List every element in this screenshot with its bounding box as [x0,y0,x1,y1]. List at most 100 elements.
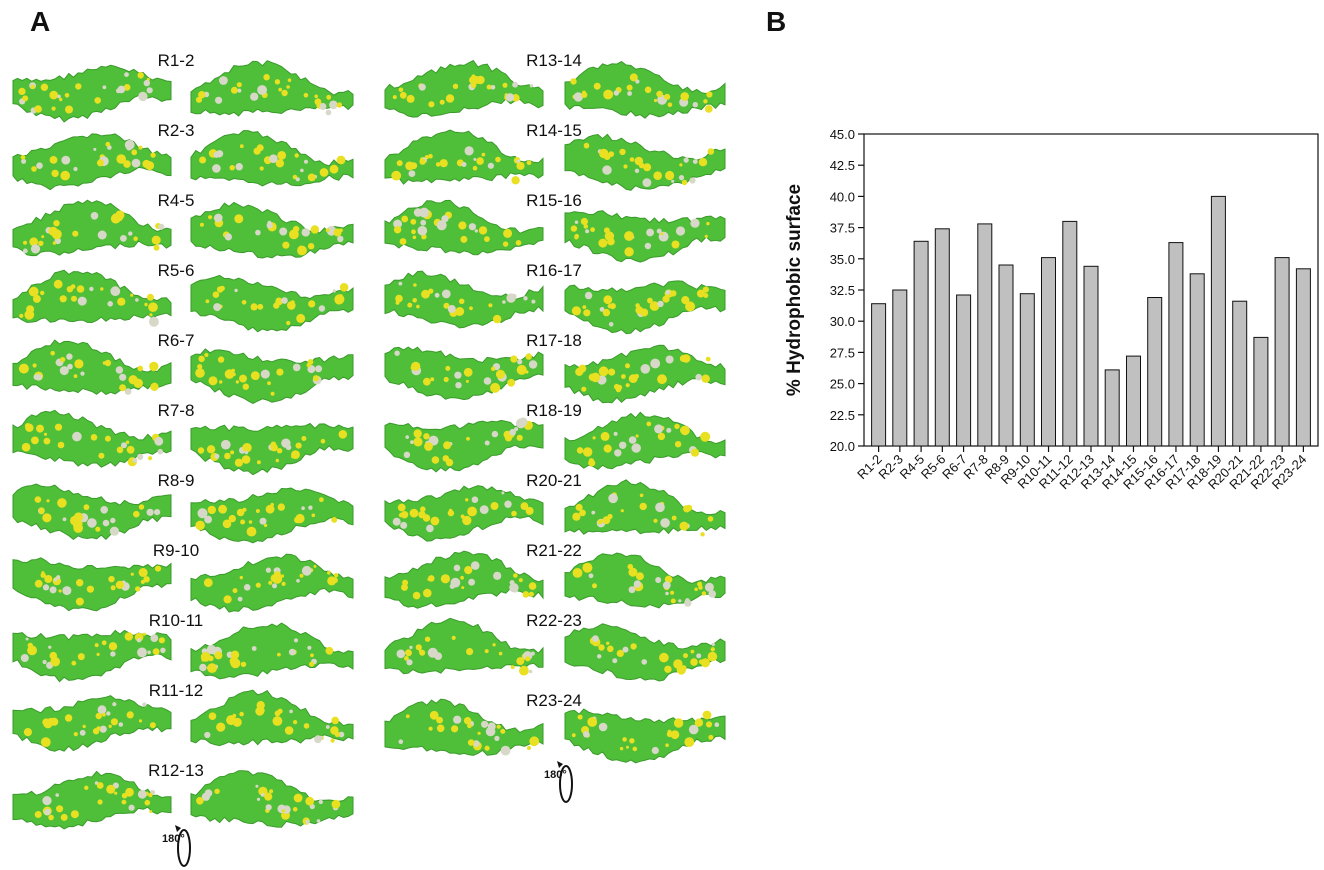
structure-front-r18-19 [384,417,544,473]
structure-front-r11-12 [12,695,172,752]
structure-label-r20-21: R20-21 [526,471,582,490]
y-tick-label: 22.5 [830,408,855,423]
structure-label-r8-9: R8-9 [158,471,195,490]
y-tick-label: 20.0 [830,439,855,454]
structure-front-r16-17 [384,270,544,329]
structure-front-r8-9 [12,483,172,541]
structure-back-r21-22 [564,552,726,609]
structure-label-r10-11: R10-11 [149,611,204,630]
bar-r6-7 [956,294,972,447]
bar-r22-23 [1274,257,1290,447]
panel-a-letter: A [30,6,51,37]
structure-front-r7-8 [12,409,172,468]
y-tick-label: 25.0 [830,377,855,392]
bar-r1-2 [871,303,887,447]
y-tick-label: 42.5 [830,158,855,173]
bar-r7-8 [977,223,993,447]
y-tick-label: 45.0 [830,127,855,142]
structure-front-r6-7 [12,339,172,395]
structure-back-r5-6 [190,274,354,333]
bar-r13-14 [1104,369,1120,447]
y-tick-label: 35.0 [830,252,855,267]
bar-r21-22 [1253,336,1269,447]
y-tick-label: 37.5 [830,221,855,236]
bar-r17-18 [1189,273,1205,447]
bar-r23-24 [1295,268,1311,447]
structure-front-r12-13 [12,770,172,830]
structure-label-r17-18: R17-18 [526,331,582,350]
structure-back-r8-9 [190,487,354,544]
structure-back-r6-7 [190,348,354,404]
structure-front-r4-5 [12,199,172,257]
structure-front-r1-2 [12,64,172,123]
structure-front-r9-10 [12,557,172,612]
structure-back-r4-5 [190,201,354,259]
bar-r20-21 [1232,300,1248,447]
bar-r2-3 [892,289,908,447]
structure-back-r10-11 [190,622,354,680]
y-tick-label: 30.0 [830,314,855,329]
structure-back-r23-24 [564,708,726,764]
structure-front-r20-21 [384,485,544,542]
structure-back-r15-16 [564,210,726,263]
structure-front-r15-16 [384,199,544,256]
structure-label-r5-6: R5-6 [158,261,195,280]
bar-r11-12 [1062,220,1078,447]
structure-back-r1-2 [190,60,354,117]
bar-r12-13 [1083,265,1099,447]
structure-back-r22-23 [564,623,726,682]
structure-label-r11-12: R11-12 [149,681,204,700]
structure-label-r16-17: R16-17 [526,261,582,280]
structure-front-r22-23 [384,617,544,676]
bar-r4-5 [913,240,929,447]
structure-label-r14-15: R14-15 [526,121,582,140]
structure-back-r14-15 [564,133,726,191]
structure-label-r15-16: R15-16 [526,191,582,210]
structure-label-r23-24: R23-24 [526,691,582,710]
structure-back-r9-10 [190,553,354,613]
rotation-label: 180° [544,769,567,781]
structure-back-r7-8 [190,422,354,476]
structure-front-r21-22 [384,550,544,609]
structure-label-r4-5: R4-5 [158,191,195,210]
structure-back-r12-13 [190,770,354,828]
structure-front-r14-15 [384,129,544,185]
structure-front-r10-11 [12,629,172,683]
structure-back-r11-12 [190,689,354,747]
bar-r14-15 [1126,355,1141,447]
structure-back-r20-21 [564,479,726,537]
structure-label-r6-7: R6-7 [158,331,195,350]
bar-r9-10 [1019,293,1035,447]
structure-label-r21-22: R21-22 [526,541,582,560]
structure-label-r22-23: R22-23 [526,611,582,630]
bar-r15-16 [1147,297,1163,447]
structure-back-r18-19 [564,411,726,471]
structure-front-r17-18 [384,346,544,401]
structure-label-r9-10: R9-10 [153,541,199,560]
rotation-label: 180° [162,833,185,845]
structure-label-r12-13: R12-13 [148,761,204,780]
y-axis-label: % Hydrophobic surface [784,184,805,396]
y-tick-label: 27.5 [830,345,855,360]
structure-label-r2-3: R2-3 [158,121,195,140]
bar-r18-19 [1210,195,1226,447]
structure-back-r16-17 [564,280,726,335]
structure-front-r2-3 [12,133,172,191]
structure-label-r1-2: R1-2 [158,51,195,70]
y-tick-label: 40.0 [830,189,855,204]
structure-front-r23-24 [384,698,544,756]
rotation-icon-right: 180° [544,761,573,803]
structure-front-r5-6 [12,269,172,327]
bar-r16-17 [1168,242,1184,447]
structure-back-r13-14 [564,61,726,119]
rotation-icon-left: 180° [162,825,191,867]
bar-r8-9 [998,264,1014,447]
structure-label-r7-8: R7-8 [158,401,195,420]
bar-r5-6 [934,228,950,447]
structure-front-r13-14 [384,59,544,118]
structure-label-r18-19: R18-19 [526,401,582,420]
panel-b-letter: B [766,6,787,37]
structure-back-r17-18 [564,344,726,404]
